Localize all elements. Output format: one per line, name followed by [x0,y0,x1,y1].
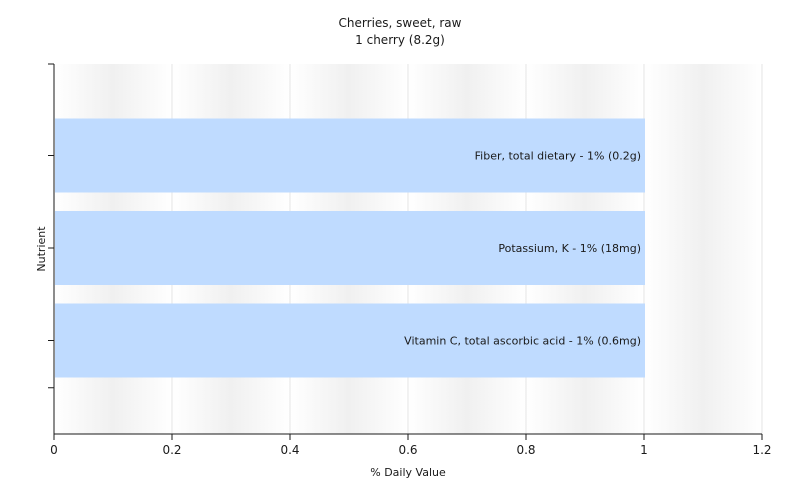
bar-label: Vitamin C, total ascorbic acid - 1% (0.6… [404,335,641,348]
bar-label: Fiber, total dietary - 1% (0.2g) [475,150,641,163]
bar-label: Potassium, K - 1% (18mg) [498,242,641,255]
x-tick-label: 0.6 [398,443,417,457]
axes: 0 0.2 0.4 0.6 0.8 1 1.2 [48,63,772,457]
x-tick-label: 0.4 [280,443,299,457]
bars: Fiber, total dietary - 1% (0.2g) Potassiu… [55,118,645,378]
x-tick-label: 0.2 [162,443,181,457]
x-tick-label: 1 [640,443,648,457]
chart-title: Cherries, sweet, raw [339,16,462,30]
x-tick-label: 0 [50,443,58,457]
bar [55,118,645,193]
x-axis-label: % Daily Value [370,466,446,479]
bar [55,303,645,378]
bar [55,211,645,285]
chart-subtitle: 1 cherry (8.2g) [355,33,445,47]
y-axis-label: Nutrient [35,226,48,272]
x-tick-label: 1.2 [752,443,771,457]
x-tick-label: 0.8 [516,443,535,457]
